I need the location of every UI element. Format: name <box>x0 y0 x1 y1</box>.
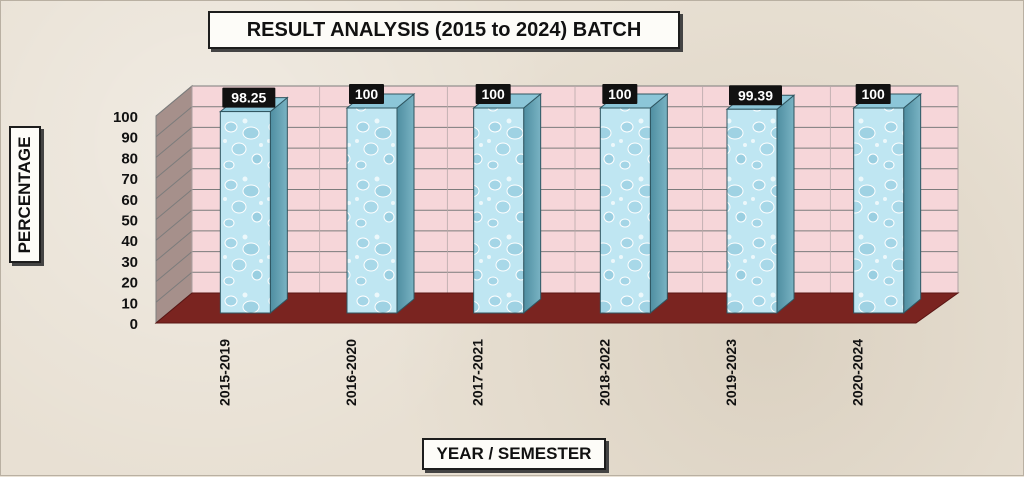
bar-front <box>599 107 651 314</box>
data-label: 100 <box>861 86 885 102</box>
y-tick-label: 10 <box>121 295 138 312</box>
bar <box>472 92 543 315</box>
bar-front <box>473 107 525 314</box>
bar-side <box>903 92 922 315</box>
bar-front <box>726 108 778 314</box>
x-tick-label: 2015-2019 <box>216 339 232 406</box>
y-tick-label: 20 <box>121 275 138 292</box>
bar <box>598 92 669 315</box>
data-label-box <box>222 87 276 108</box>
data-label: 98.25 <box>231 90 266 106</box>
bar-side <box>776 94 795 315</box>
data-label-box <box>475 84 511 104</box>
bar <box>725 94 796 315</box>
bar-front <box>853 107 905 314</box>
x-tick-label: 2020-2024 <box>850 339 866 406</box>
data-label: 100 <box>355 86 379 102</box>
y-axis-label-text: PERCENTAGE <box>15 136 34 253</box>
x-tick-label: 2019-2023 <box>723 339 739 406</box>
bar <box>852 92 923 315</box>
data-label-box <box>349 84 384 104</box>
data-label: 100 <box>481 86 505 102</box>
data-label-box <box>855 84 891 104</box>
y-axis-label: PERCENTAGE <box>9 126 41 263</box>
y-tick-label: 50 <box>121 213 138 230</box>
chart-title: RESULT ANALYSIS (2015 to 2024) BATCH <box>208 11 680 49</box>
data-label-box <box>729 85 782 106</box>
x-tick-label: 2017-2021 <box>470 339 486 406</box>
y-tick-label: 30 <box>121 254 138 271</box>
x-axis-label: YEAR / SEMESTER <box>422 438 606 470</box>
bar <box>345 92 416 315</box>
data-label: 99.39 <box>738 87 773 103</box>
bar-side <box>269 96 288 315</box>
y-tick-label: 60 <box>121 192 138 209</box>
bar-front <box>219 111 271 314</box>
data-label-box <box>602 84 638 104</box>
y-tick-label: 70 <box>121 171 138 188</box>
bar-side <box>396 92 415 315</box>
bar <box>218 96 289 315</box>
y-tick-label: 100 <box>113 109 138 126</box>
y-tick-label: 90 <box>121 130 138 147</box>
x-tick-label: 2016-2020 <box>343 339 359 406</box>
y-tick-label: 40 <box>121 233 138 250</box>
bar-front <box>346 107 398 314</box>
y-tick-label: 80 <box>121 150 138 167</box>
data-label: 100 <box>608 86 632 102</box>
y-tick-label: 0 <box>130 316 138 333</box>
bar-side <box>523 92 542 315</box>
x-tick-label: 2018-2022 <box>596 339 612 406</box>
bar-side <box>649 92 668 315</box>
